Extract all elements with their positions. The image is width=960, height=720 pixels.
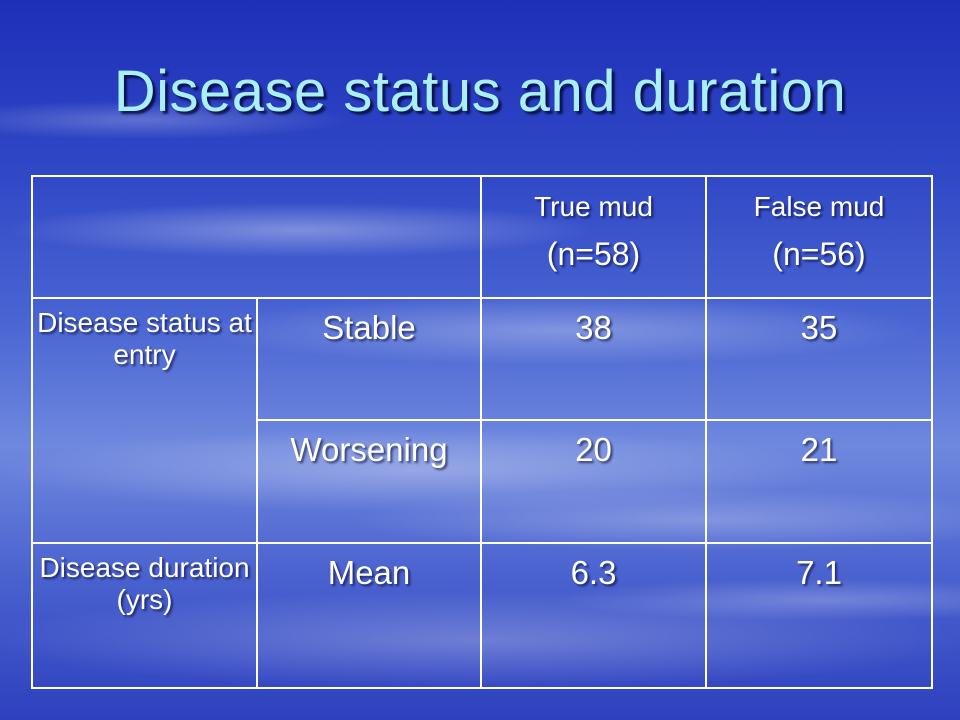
data-table: True mud (n=58) False mud (n=56) Disease… [31,175,933,689]
value-worsening-true-mud: 20 [480,419,707,544]
group-label-disease-duration: Disease duration (yrs) [31,542,258,689]
header-false-mud-count: (n=56) [772,236,866,272]
value-stable-true-mud: 38 [480,297,707,421]
table-row: Worsening 20 21 [32,419,933,544]
header-false-mud-label: False mud [753,191,885,222]
slide-title: Disease status and duration [113,59,847,124]
group-label-disease-status: Disease status at entry [31,297,258,544]
sublabel-worsening: Worsening [256,419,482,544]
header-true-mud-count: (n=58) [546,236,641,272]
value-mean-true-mud: 6.3 [480,542,707,689]
header-false-mud: False mud (n=56) [705,175,933,299]
table-row: Disease duration (yrs) Mean 6.3 7.1 [31,542,933,689]
value-stable-false-mud: 35 [705,297,933,421]
header-true-mud: True mud (n=58) [480,175,707,299]
value-worsening-false-mud: 21 [705,419,933,544]
sublabel-stable: Stable [256,297,482,421]
table-row: Disease status at entry Stable 38 35 [31,297,933,544]
header-true-mud-label: True mud [534,191,653,222]
empty-corner-cell [31,175,482,299]
header-row: True mud (n=58) False mud (n=56) [31,175,933,299]
value-mean-false-mud: 7.1 [705,542,933,689]
sublabel-mean: Mean [256,542,482,689]
